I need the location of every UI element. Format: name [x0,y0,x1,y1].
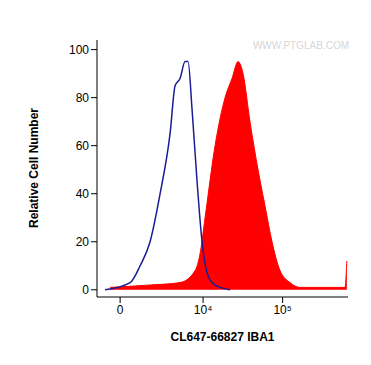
svg-text:80: 80 [76,91,90,105]
svg-text:40: 40 [76,187,90,201]
svg-text:0: 0 [82,283,89,297]
svg-text:10⁴: 10⁴ [194,303,213,317]
html-text:Relative Cell Number: Relative Cell Number [27,108,41,228]
html-text:WWW.PTGLAB.COM: WWW.PTGLAB.COM [252,40,349,51]
svg-text:100: 100 [69,43,89,57]
svg-text:20: 20 [76,235,90,249]
html-text:CL647-66827 IBA1: CL647-66827 IBA1 [170,330,275,344]
svg-text:10⁵: 10⁵ [273,303,291,317]
svg-text:0: 0 [117,303,124,317]
svg-text:60: 60 [76,139,90,153]
